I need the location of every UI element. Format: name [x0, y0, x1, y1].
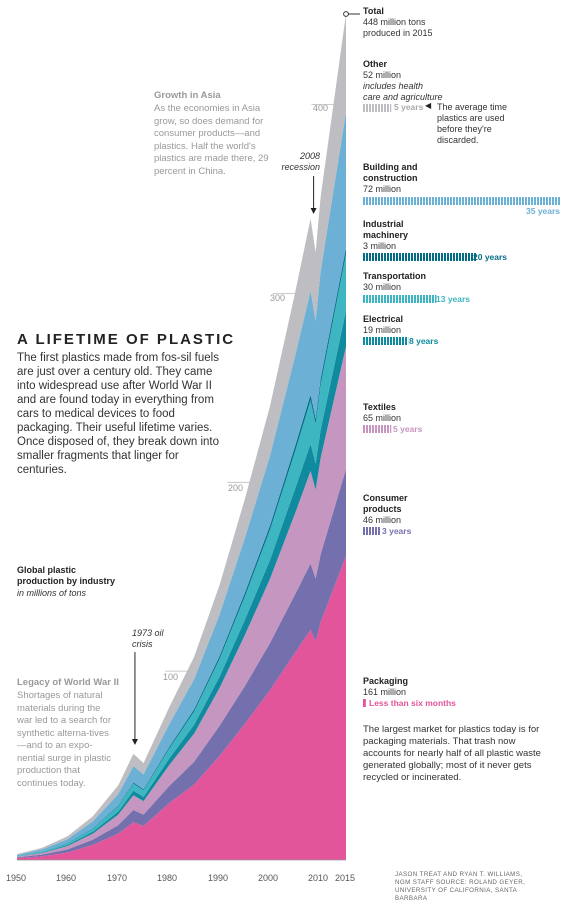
lifetime-bar-industrial-machinery — [363, 253, 476, 261]
y-tick-label: 200 — [228, 483, 244, 493]
chart-annotations — [17, 11, 360, 861]
y-tick-label: 300 — [270, 293, 286, 303]
lifetime-bar-consumer-products — [363, 527, 380, 535]
area-transportation — [17, 253, 346, 857]
legend-packaging-lifetime: Less than six months — [369, 698, 456, 708]
legend-industrial-lifetime: 20 years — [473, 252, 508, 262]
total-note: produced in 2015 — [363, 28, 433, 38]
chart-title: Global plastic production by industry — [17, 565, 115, 586]
pointer-icon: ◀ — [425, 101, 432, 110]
lifetime-bar-electrical — [363, 337, 409, 345]
chart-units: in millions of tons — [17, 588, 87, 598]
legend-industrial-amount: 3 million — [363, 241, 397, 251]
legend-other-note: includes health care and agriculture — [363, 81, 443, 102]
x-tick-label: 2010 — [307, 873, 329, 883]
legend-building-lifetime: 35 years — [526, 206, 561, 216]
legend-consumer-lifetime: 3 years — [382, 526, 412, 536]
legend-textiles-lifetime: 5 years — [393, 424, 423, 434]
oil-crisis-label: 1973 oil crisis — [132, 628, 164, 649]
area-other — [17, 14, 346, 855]
lifetime-bars — [363, 104, 561, 707]
area-electrical — [17, 310, 346, 857]
total-label: Total — [363, 6, 384, 16]
x-tick-label: 1980 — [156, 873, 178, 883]
x-tick-label: 2000 — [257, 873, 279, 883]
y-tick-label: 400 — [313, 103, 329, 113]
ww2-note-title: Legacy of World War II — [17, 677, 119, 688]
area-consumer-products — [17, 469, 346, 859]
legend-transport-amount: 30 million — [363, 282, 402, 292]
legend-electrical-name: Electrical — [363, 314, 404, 324]
asia-note-body: As the economies in Asia grow, so does d… — [154, 103, 269, 177]
area-building-construction — [17, 112, 346, 856]
recession-label: 2008 recession — [281, 151, 320, 172]
ww2-note-body: Shortages of natural materials during th… — [17, 690, 111, 789]
lifetime-bar-textiles — [363, 425, 392, 433]
legend-packaging-name: Packaging — [363, 676, 409, 686]
legend-electrical-amount: 19 million — [363, 325, 402, 335]
legend-packaging-amount: 161 million — [363, 687, 407, 697]
total-marker — [343, 11, 349, 17]
y-gridlines — [165, 104, 336, 672]
legend-industrial-name: Industrial machinery — [363, 219, 409, 240]
recession-arrow-head — [310, 208, 317, 214]
legend-consumer-name: Consumer products — [363, 493, 408, 514]
legend-other-lifetime: 5 years — [394, 102, 424, 112]
asia-note-title: Growth in Asia — [154, 90, 221, 101]
lifetime-note: The average time plastics are used befor… — [437, 102, 508, 145]
y-tick-label: 100 — [163, 672, 179, 682]
oil-crisis-arrow-head — [131, 739, 138, 745]
lifetime-bar-transportation — [363, 295, 437, 303]
legend-other-amount: 52 million — [363, 70, 402, 80]
legend-transport-lifetime: 13 years — [436, 294, 471, 304]
area-layers — [17, 14, 346, 860]
headline-title: A LIFETIME OF PLASTIC — [17, 331, 236, 348]
legend-building-amount: 72 million — [363, 184, 402, 194]
lifetime-bar-building-construction — [363, 197, 561, 205]
x-tick-label: 1960 — [55, 873, 77, 883]
area-textiles — [17, 346, 346, 858]
legend-other-name: Other — [363, 59, 388, 69]
legend-consumer-amount: 46 million — [363, 515, 402, 525]
x-tick-label: 1990 — [207, 873, 229, 883]
legend-transport-name: Transportation — [363, 271, 427, 281]
lifetime-bar-other — [363, 104, 392, 112]
x-tick-label: 2015 — [334, 873, 356, 883]
legend-textiles-name: Textiles — [363, 402, 396, 412]
area-packaging — [17, 555, 346, 860]
legend-building-name: Building and construction — [363, 162, 418, 183]
legend-electrical-lifetime: 8 years — [409, 336, 439, 346]
lifetime-bar-packaging — [363, 699, 366, 707]
total-value: 448 million tons — [363, 17, 426, 27]
headline-body: The first plastics made from fos-sil fue… — [17, 352, 220, 476]
x-tick-label: 1970 — [106, 873, 128, 883]
x-tick-label: 1950 — [5, 873, 27, 883]
packaging-note: The largest market for plastics today is… — [363, 724, 541, 783]
credit: JASON TREAT AND RYAN T. WILLIAMS, NGM ST… — [395, 871, 526, 902]
legend-textiles-amount: 65 million — [363, 413, 402, 423]
